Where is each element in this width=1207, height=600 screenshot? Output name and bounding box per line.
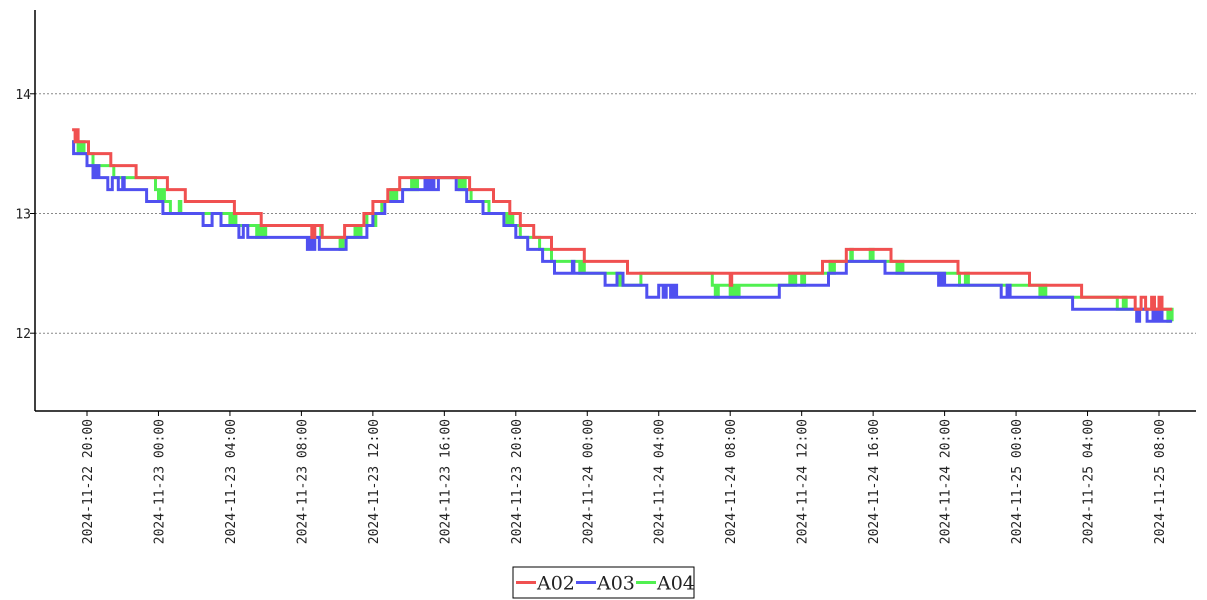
y-tick-label: 14: [15, 88, 31, 103]
x-tick-label: 2024-11-24 08:00: [724, 419, 739, 544]
legend-label-a02: A02: [536, 573, 575, 595]
y-tick-label: 13: [15, 207, 31, 222]
y-ticks: 12 13 14: [15, 88, 35, 342]
x-ticks: 2024-11-22 20:00 2024-11-23 00:00 2024-11-…: [81, 411, 1168, 544]
x-tick-label: 2024-11-25 08:00: [1153, 419, 1168, 544]
x-tick-label: 2024-11-23 16:00: [438, 419, 453, 544]
x-tick-label: 2024-11-25 00:00: [1010, 419, 1025, 544]
x-tick-label: 2024-11-22 20:00: [81, 419, 96, 544]
series-line-a03: [72, 140, 1173, 323]
x-tick-label: 2024-11-24 12:00: [796, 419, 811, 544]
legend-box: [512, 566, 695, 599]
series-lines: [72, 128, 1174, 323]
x-tick-label: 2024-11-24 00:00: [581, 419, 596, 544]
x-tick-label: 2024-11-23 00:00: [152, 419, 167, 544]
x-tick-label: 2024-11-23 12:00: [367, 419, 382, 544]
legend-label-a04: A04: [656, 573, 695, 595]
x-tick-label: 2024-11-25 04:00: [1082, 419, 1097, 544]
x-tick-label: 2024-11-23 08:00: [295, 419, 310, 544]
legend-label-a03: A03: [596, 573, 635, 595]
x-tick-label: 2024-11-24 16:00: [867, 419, 882, 544]
x-tick-label: 2024-11-24 04:00: [653, 419, 668, 544]
x-tick-label: 2024-11-23 20:00: [510, 419, 525, 544]
series-line-a02: [72, 128, 1173, 311]
legend: A02 A03 A04: [512, 566, 695, 599]
y-tick-label: 12: [15, 327, 31, 342]
x-tick-label: 2024-11-24 20:00: [939, 419, 954, 544]
axes: [34, 10, 1196, 412]
x-tick-label: 2024-11-23 04:00: [224, 419, 239, 544]
